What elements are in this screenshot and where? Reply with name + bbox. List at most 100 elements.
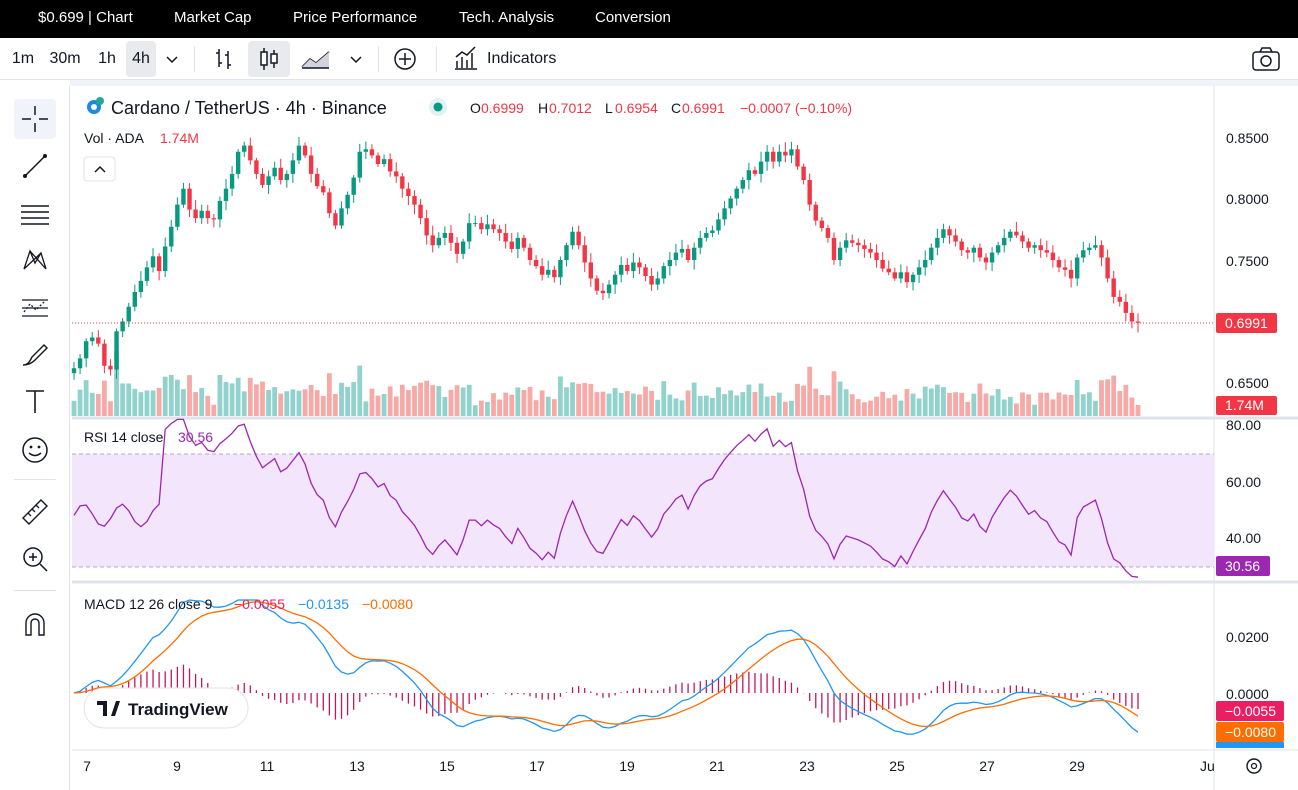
trend-line-tool-button[interactable] [14,146,56,186]
interval-4h-button[interactable]: 4h [126,41,156,77]
fib-tool-button[interactable] [14,193,56,233]
symbol-title[interactable]: Cardano / TetherUS · 4h · Binance [111,98,387,118]
volume-bar [600,391,606,416]
emoji-tool-button[interactable] [14,430,56,470]
volume-bar [193,392,198,416]
volume-bar [916,398,922,416]
ohlc-close-value: 0.6991 [682,100,725,116]
volume-bar [989,395,995,416]
volume-bar [1086,392,1092,416]
bar-chart-button[interactable] [204,41,242,77]
volume-bar [868,400,873,416]
compare-add-button[interactable] [386,41,424,77]
candle-body [959,241,964,251]
measure-tool-button[interactable] [14,492,56,532]
pattern-icon [23,249,47,270]
candle-body [1044,250,1049,253]
nav-price-performance[interactable]: Price Performance [293,9,418,26]
candle-body [357,151,362,178]
rsi-legend-label: RSI 14 close [84,429,164,445]
candle-body [667,260,673,267]
area-chart-icon [301,51,330,69]
volume-bar [120,383,126,416]
time-axis-settings-button[interactable] [1246,758,1262,774]
gear-icon[interactable] [1246,758,1262,774]
price-axis-label: 0.7500 [1226,253,1269,269]
candle-body [953,235,958,242]
crosshair-tool-button[interactable] [14,99,56,139]
interval-1h-button[interactable]: 1h [98,50,116,67]
tradingview-watermark[interactable]: TradingView [83,687,249,729]
volume-bar [272,387,278,416]
indicators-chart-icon [455,46,477,70]
candle-body [460,241,466,254]
candle-body [229,173,235,189]
magnet-tool-button[interactable] [14,604,56,644]
volume-bar [612,388,618,416]
candle-body [333,213,338,226]
collapse-legend-button[interactable] [83,156,116,182]
volume-bar [922,386,928,416]
indicators-button[interactable]: Indicators [446,41,576,77]
price-axis-label: 0.6500 [1226,375,1269,391]
screenshot-button[interactable] [1246,41,1286,77]
candle-body [837,247,843,260]
nav-tech-analysis[interactable]: Tech. Analysis [459,9,555,26]
candle-body [904,272,910,283]
chevron-down-icon [350,56,362,64]
candle-body [345,194,350,209]
candle-body [308,155,314,174]
volume-bar [977,383,983,416]
volume-bar [314,390,320,416]
nav-market-cap[interactable]: Market Cap [174,9,252,26]
nav-conversion[interactable]: Conversion [595,9,671,26]
indicators-label: Indicators [487,50,557,67]
last-price-tag [1216,313,1277,333]
time-axis-label: 19 [619,758,635,774]
candle-body [552,269,557,278]
candle-body [181,188,186,205]
pattern-tool-button[interactable] [14,240,56,280]
area-chart-button[interactable] [296,41,336,77]
candle-body [108,365,113,370]
volume-bar [229,383,235,416]
volume-bar [448,389,454,416]
interval-30m-button[interactable]: 30m [49,50,81,67]
volume-bar [1062,394,1068,416]
volume-bar [1105,379,1110,416]
volume-bar [813,388,819,416]
volume-bar [497,399,502,416]
volume-bars [71,351,1141,416]
volume-bar [649,390,654,416]
candle-body [716,219,721,231]
candle-body [880,260,885,269]
zoom-tool-button[interactable] [14,539,56,579]
volume-bar [1068,394,1074,416]
volume-bar [199,387,205,416]
volume-bar [375,395,381,416]
text-tool-button[interactable] [14,381,56,421]
candle-body [479,223,484,230]
volume-bar [843,389,849,416]
forecast-tool-button[interactable] [14,287,56,327]
volume-bar [551,399,557,416]
volume-bar [369,388,375,416]
volume-bar [679,400,685,416]
smiley-icon [22,437,48,463]
nav-chart-price[interactable]: $0.699 | Chart [38,9,133,26]
interval-1m-button[interactable]: 1m [11,50,35,67]
volume-bar [284,391,290,416]
candle-body [1093,245,1098,248]
candle-body [351,177,356,195]
volume-bar [570,382,575,416]
volume-tag [1216,396,1277,415]
chart-type-dropdown-button[interactable] [342,41,370,77]
candle-body [163,246,168,272]
brush-tool-button[interactable] [14,334,56,374]
candle-body [898,272,904,279]
candles-chart-button[interactable] [248,41,290,77]
toolbar-gap [70,80,1298,86]
candle-body [868,248,873,253]
interval-dropdown-button[interactable] [158,41,186,77]
